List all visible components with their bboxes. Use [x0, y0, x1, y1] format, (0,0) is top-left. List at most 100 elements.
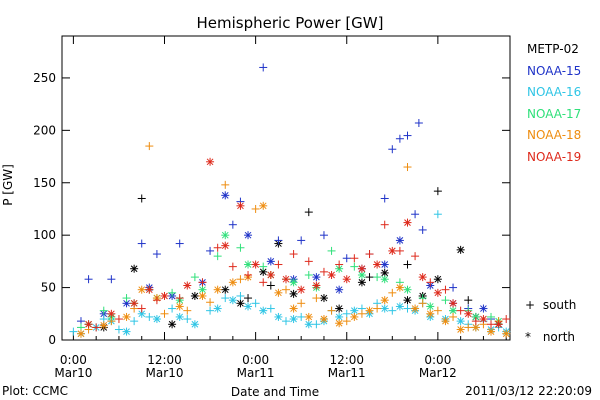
x-axis-ticks: 0:00Mar1012:00Mar100:00Mar1112:00Mar110:… [54, 36, 507, 380]
data-point-south [433, 210, 442, 219]
x-tick-label-date: Mar12 [419, 366, 457, 380]
data-point-south [259, 262, 268, 271]
data-point-north [327, 271, 336, 280]
legend-item-noaa-18: NOAA-18 [527, 128, 582, 142]
data-point-south [152, 250, 161, 259]
data-point-north [183, 281, 192, 290]
data-point-south [198, 278, 207, 287]
data-point-north [380, 296, 389, 305]
data-point-north [259, 201, 268, 210]
data-point-south [464, 296, 473, 305]
data-point-south [206, 306, 215, 315]
y-tick-label: 50 [41, 281, 56, 295]
data-point-south [335, 260, 344, 269]
data-point-south [342, 317, 351, 326]
data-point-north [198, 291, 207, 300]
data-point-north [244, 260, 253, 269]
data-point-north [342, 275, 351, 284]
data-point-south [251, 204, 260, 213]
data-point-south [137, 194, 146, 203]
data-point-north [304, 312, 313, 321]
data-point-north [357, 278, 366, 287]
data-point-north [449, 299, 458, 308]
data-point-south [411, 252, 420, 261]
data-point-south [327, 246, 336, 255]
data-point-south [502, 315, 511, 324]
data-point-south [388, 306, 397, 315]
data-point-north [403, 285, 412, 294]
data-point-north [479, 304, 488, 313]
data-point-south [266, 304, 275, 313]
data-point-south [487, 320, 496, 329]
data-point-south [236, 243, 245, 252]
data-point-south [122, 294, 131, 303]
data-point-north [274, 288, 283, 297]
y-tick-label: 200 [33, 123, 56, 137]
data-point-south [395, 134, 404, 143]
y-tick-label: 0 [48, 333, 56, 347]
data-point-north [160, 291, 169, 300]
y-tick-label: 250 [33, 71, 56, 85]
data-point-south [312, 320, 321, 329]
data-point-north [122, 312, 131, 321]
plus-symbol-icon: + [525, 298, 536, 312]
data-point-south [471, 317, 480, 326]
data-point-north [373, 260, 382, 269]
data-point-north [259, 306, 268, 315]
data-point-south [411, 210, 420, 219]
data-point-north [236, 299, 245, 308]
data-point-north [168, 320, 177, 329]
data-point-south [107, 275, 116, 284]
marker-key-south-label: south [542, 298, 577, 312]
data-point-south [84, 275, 93, 284]
data-point-north [350, 306, 359, 315]
data-point-south [319, 267, 328, 276]
data-point-south [449, 312, 458, 321]
data-point-north [456, 245, 465, 254]
data-point-north [418, 273, 427, 282]
data-point-south [350, 262, 359, 271]
data-point-north [175, 302, 184, 311]
data-point-north [289, 315, 298, 324]
data-point-north [289, 289, 298, 298]
data-point-south [388, 145, 397, 154]
data-point-north [426, 302, 435, 311]
data-point-north [456, 317, 465, 326]
data-point-south [152, 296, 161, 305]
data-point-south [114, 315, 123, 324]
data-point-south [213, 252, 222, 261]
data-point-south [403, 131, 412, 140]
data-point-north [479, 315, 488, 324]
x-axis-label: Date and Time [231, 385, 319, 399]
data-point-south [114, 325, 123, 334]
data-point-south [236, 275, 245, 284]
data-point-south [297, 312, 306, 321]
plot-frame [61, 35, 511, 341]
data-point-south [228, 220, 237, 229]
data-point-south [92, 323, 101, 332]
data-point-south [441, 285, 450, 294]
y-axis-ticks: 0 50 100 150 200 250 [33, 71, 510, 347]
data-point-north [312, 281, 321, 290]
data-point-south [137, 239, 146, 248]
data-point-north [282, 275, 290, 284]
data-point-south [228, 262, 237, 271]
data-point-south [380, 220, 389, 229]
data-point-north [76, 329, 85, 338]
data-point-south [426, 278, 435, 287]
data-point-south [395, 246, 404, 255]
data-point-north [266, 271, 275, 280]
data-point-south [403, 304, 412, 313]
data-point-south [403, 163, 412, 172]
data-point-south [433, 187, 442, 196]
data-point-north [487, 327, 496, 336]
data-point-south [304, 271, 313, 280]
data-point-south [282, 285, 290, 294]
data-point-north [190, 291, 199, 300]
data-point-south [304, 257, 313, 266]
data-point-north [335, 264, 344, 273]
data-point-south [99, 306, 108, 315]
data-point-south [259, 278, 268, 287]
data-point-north [395, 236, 404, 245]
